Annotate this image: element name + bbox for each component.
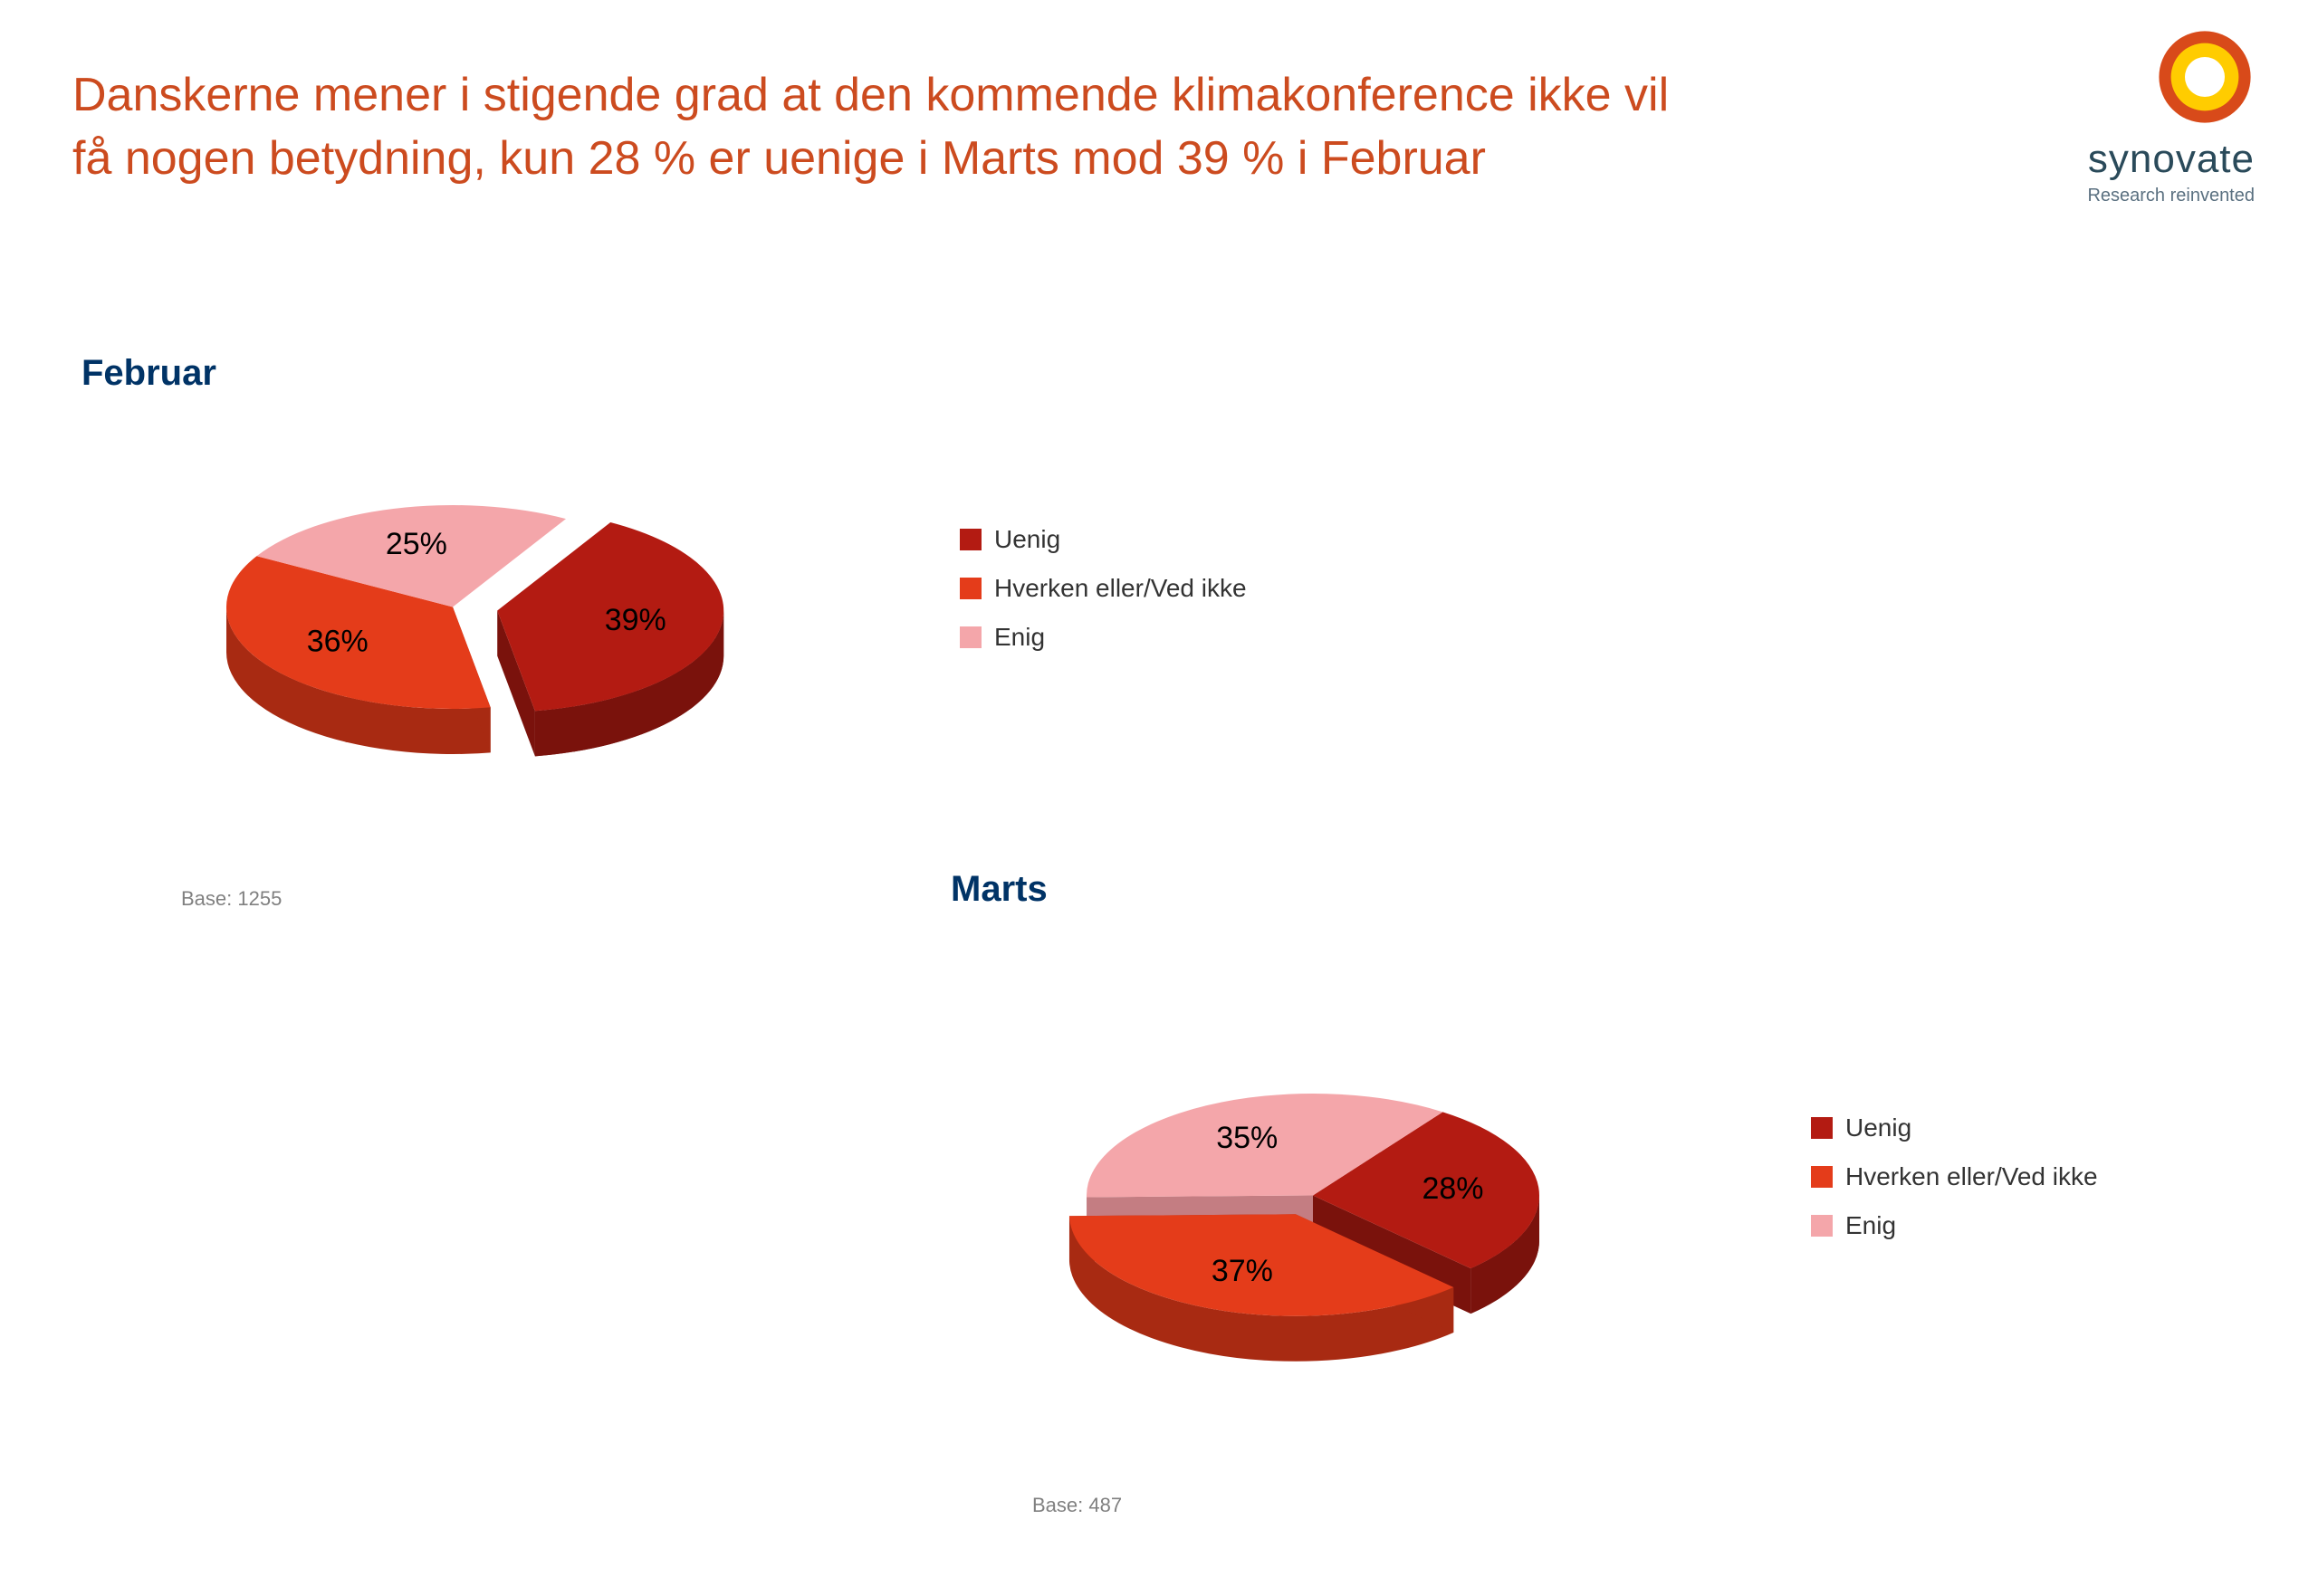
- chart-feb-legend: Uenig Hverken eller/Ved ikke Enig: [960, 525, 1247, 672]
- legend-item: Uenig: [960, 525, 1247, 554]
- legend-item: Uenig: [1811, 1113, 2098, 1142]
- chart-mar-base: Base: 487: [1032, 1494, 1122, 1517]
- legend-swatch: [1811, 1215, 1833, 1237]
- pie-slice-label-hverken: 36%: [307, 624, 369, 658]
- page-title: Danskerne mener i stigende grad at den k…: [72, 63, 1702, 190]
- chart-feb-pie: 39% 36% 25%: [118, 397, 788, 863]
- legend-label: Enig: [994, 623, 1045, 652]
- legend-item: Hverken eller/Ved ikke: [1811, 1162, 2098, 1191]
- legend-swatch: [1811, 1117, 1833, 1139]
- legend-label: Uenig: [1845, 1113, 1911, 1142]
- brand-logo: synovate Research reinvented: [2087, 27, 2255, 206]
- chart-feb-title: Februar: [81, 353, 216, 394]
- logo-ring-icon: [2155, 27, 2255, 127]
- legend-swatch: [960, 626, 982, 648]
- pie-svg: 28% 37% 35%: [978, 985, 1648, 1451]
- chart-mar-legend: Uenig Hverken eller/Ved ikke Enig: [1811, 1113, 2098, 1260]
- legend-item: Enig: [960, 623, 1247, 652]
- legend-item: Hverken eller/Ved ikke: [960, 574, 1247, 603]
- legend-label: Uenig: [994, 525, 1060, 554]
- pie-slice-label-uenig: 39%: [605, 602, 666, 636]
- legend-label: Hverken eller/Ved ikke: [994, 574, 1247, 603]
- pie-slice-label-enig: 35%: [1216, 1120, 1278, 1154]
- legend-swatch: [960, 529, 982, 550]
- chart-feb-base: Base: 1255: [181, 887, 282, 911]
- pie-slice-label-hverken: 37%: [1212, 1253, 1273, 1287]
- pie-slice-label-uenig: 28%: [1422, 1171, 1483, 1205]
- legend-swatch: [960, 578, 982, 599]
- chart-mar-title: Marts: [951, 869, 1048, 910]
- legend-label: Enig: [1845, 1211, 1896, 1240]
- brand-name: synovate: [2087, 137, 2255, 182]
- pie-svg: 39% 36% 25%: [118, 397, 788, 863]
- legend-label: Hverken eller/Ved ikke: [1845, 1162, 2098, 1191]
- legend-item: Enig: [1811, 1211, 2098, 1240]
- legend-swatch: [1811, 1166, 1833, 1188]
- chart-mar-pie: 28% 37% 35%: [978, 985, 1648, 1451]
- brand-tagline: Research reinvented: [2087, 186, 2255, 206]
- pie-slice-label-enig: 25%: [386, 527, 447, 561]
